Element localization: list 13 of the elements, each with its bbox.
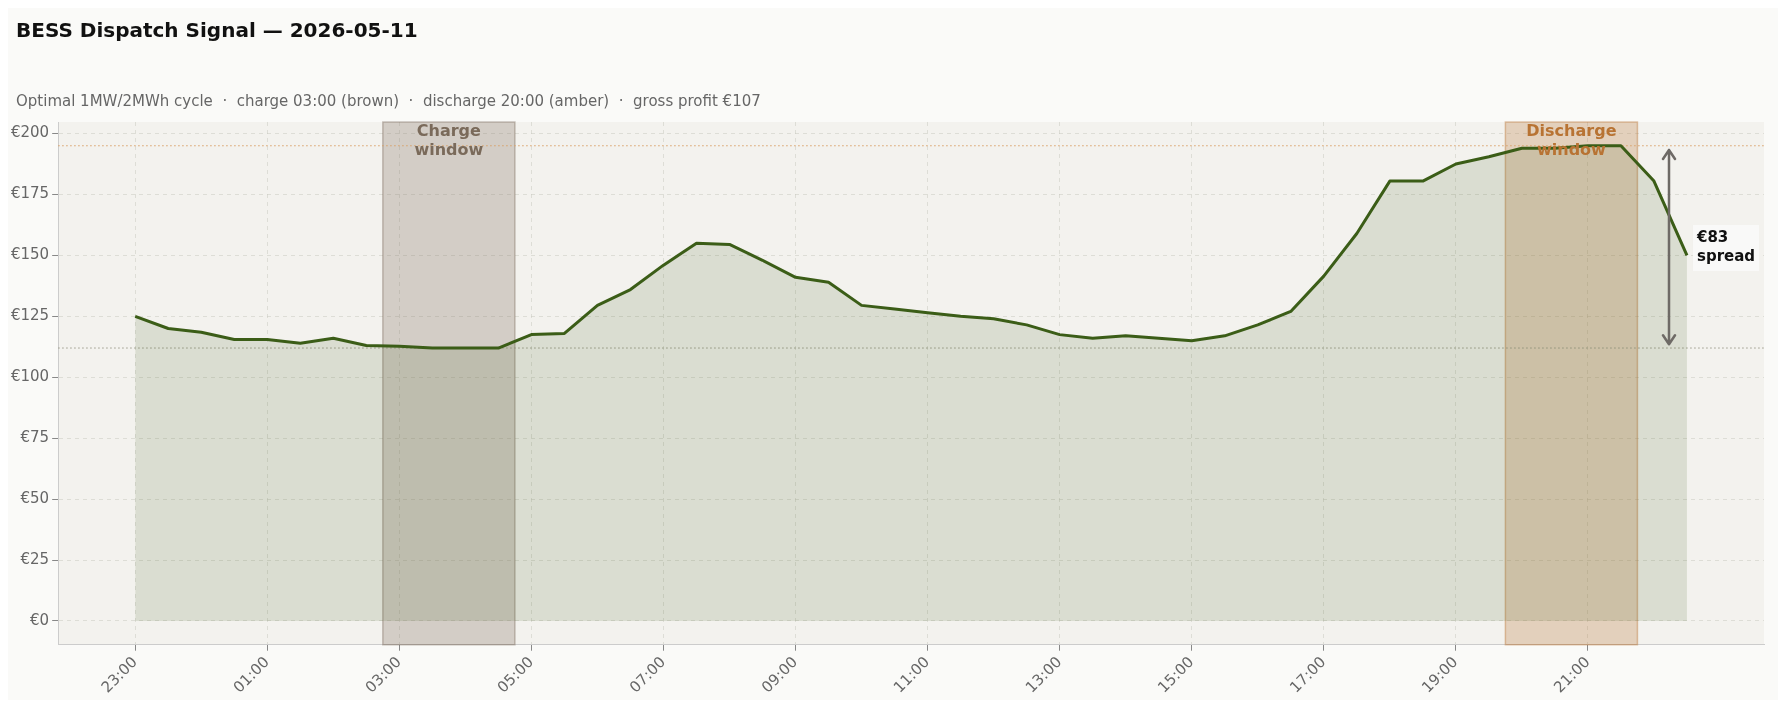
y-tick-label: €125 [10, 306, 50, 325]
band-label: Charge window [414, 121, 484, 160]
chart-title: BESS Dispatch Signal — 2026-05-11 [16, 18, 418, 42]
y-tick-label: €0 [30, 610, 50, 629]
annotation: €83 spread [1695, 227, 1756, 265]
y-tick-label: €25 [20, 549, 50, 568]
y-tick-label: €100 [10, 367, 50, 386]
y-tick-label: €50 [20, 488, 50, 507]
y-tick-label: €175 [10, 184, 50, 203]
y-tick-label: €200 [10, 123, 50, 142]
y-tick-label: €150 [10, 245, 50, 264]
chart-subtitle: Optimal 1MW/2MWh cycle · charge 03:00 (brown) · discharge 20:00 (amber) · gross profit €107 [16, 92, 761, 110]
y-tick-label: €75 [20, 428, 50, 447]
